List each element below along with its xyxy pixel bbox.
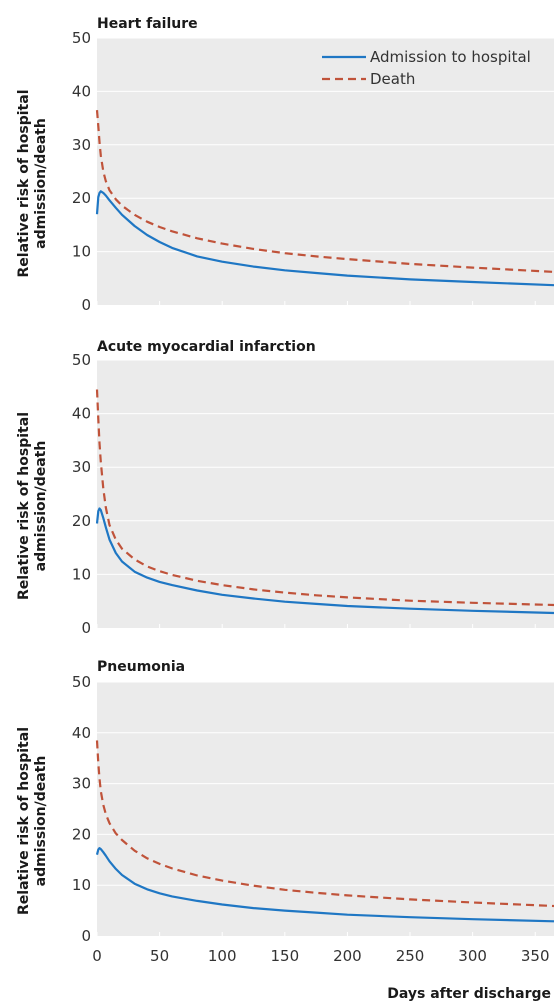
x-tick-label: 50 bbox=[150, 947, 169, 965]
panel-2: Acute myocardial infarction 0 10 20 30 40 50 Re… bbox=[16, 339, 554, 637]
y-tick-label: 0 bbox=[81, 296, 91, 314]
y-tick-label: 40 bbox=[72, 82, 91, 100]
y-tick-label: 50 bbox=[72, 29, 91, 47]
y-tick-label: 20 bbox=[72, 189, 91, 207]
plot-area bbox=[97, 360, 554, 628]
series-line-admission bbox=[95, 847, 554, 923]
series-line-death bbox=[95, 389, 554, 607]
y-tick-label: 10 bbox=[72, 243, 91, 261]
x-tick-label: 150 bbox=[270, 947, 299, 965]
y-tick-label: 40 bbox=[72, 405, 91, 423]
series-line-death bbox=[95, 110, 554, 273]
panel-3: Pneumonia 0 10 20 30 40 50 Relative risk of hos… bbox=[16, 659, 554, 1002]
x-tick-label: 100 bbox=[208, 947, 237, 965]
panel-title: Heart failure bbox=[97, 16, 198, 32]
panel-title: Pneumonia bbox=[97, 659, 185, 675]
y-tick-label: 40 bbox=[72, 724, 91, 742]
x-axis-label: Days after discharge bbox=[387, 986, 551, 1002]
y-tick-label: 20 bbox=[72, 825, 91, 843]
panel-1: Heart failure 0 10 20 30 40 50 Relative risk of… bbox=[16, 16, 554, 314]
y-axis-label: Relative risk of hospitaladmission/death bbox=[16, 727, 49, 915]
y-axis-label: Relative risk of hospitaladmission/death bbox=[16, 412, 49, 600]
plot-area bbox=[97, 38, 554, 305]
series-line-admission bbox=[95, 507, 554, 615]
legend: Admission to hospital Death bbox=[322, 48, 531, 88]
y-tick-label: 30 bbox=[72, 775, 91, 793]
x-tick-label: 200 bbox=[333, 947, 362, 965]
y-axis-label: Relative risk of hospitaladmission/death bbox=[16, 90, 49, 278]
panel-title: Acute myocardial infarction bbox=[97, 339, 316, 355]
y-tick-label: 30 bbox=[72, 458, 91, 476]
x-tick-label: 250 bbox=[396, 947, 425, 965]
plot-area bbox=[97, 682, 554, 936]
y-tick-label: 20 bbox=[72, 512, 91, 530]
series-line-death bbox=[95, 740, 554, 908]
y-tick-label: 0 bbox=[81, 927, 91, 945]
x-tick-label: 300 bbox=[458, 947, 487, 965]
y-tick-label: 30 bbox=[72, 136, 91, 154]
y-tick-label: 0 bbox=[81, 619, 91, 637]
y-tick-label: 10 bbox=[72, 565, 91, 583]
series-line-admission bbox=[95, 190, 554, 287]
legend-label: Death bbox=[370, 70, 415, 88]
y-tick-label: 50 bbox=[72, 673, 91, 691]
x-tick-label: 350 bbox=[521, 947, 550, 965]
x-tick-label: 0 bbox=[92, 947, 102, 965]
y-tick-label: 10 bbox=[72, 876, 91, 894]
legend-label: Admission to hospital bbox=[370, 48, 531, 66]
y-tick-label: 50 bbox=[72, 351, 91, 369]
